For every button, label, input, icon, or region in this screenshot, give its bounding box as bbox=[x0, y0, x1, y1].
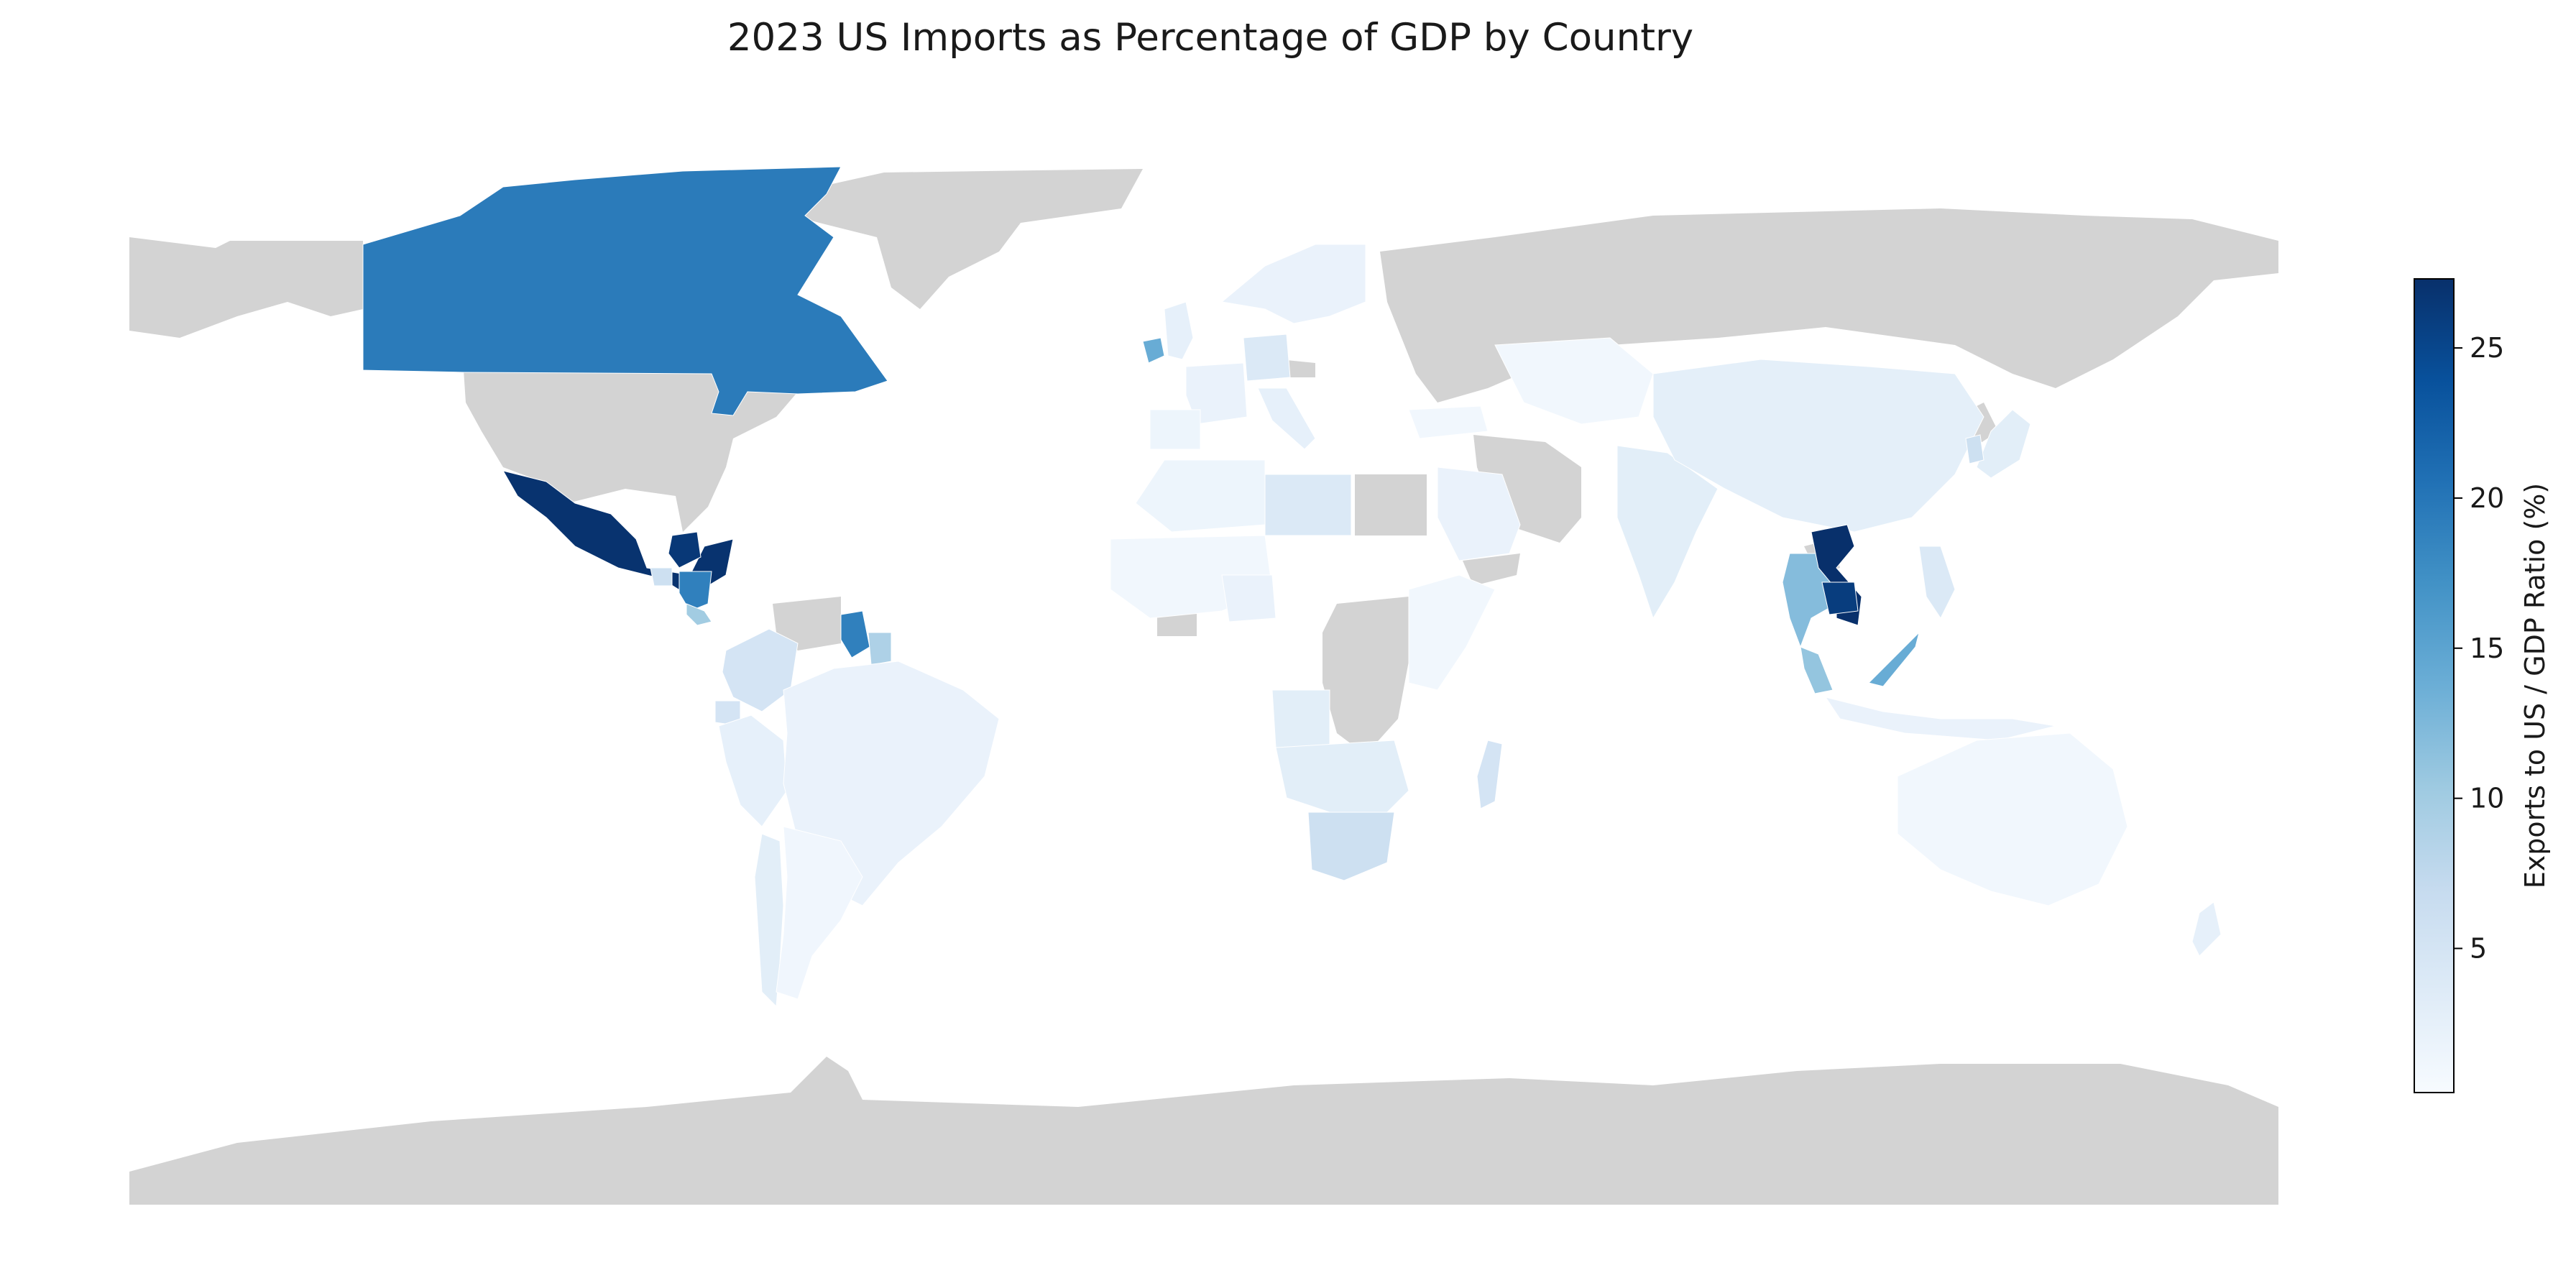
region-south-africa bbox=[1307, 812, 1395, 881]
region-philippines bbox=[1918, 546, 1956, 619]
land-alaska bbox=[129, 237, 363, 338]
region-colombia bbox=[722, 628, 799, 712]
colorbar-ticks: 5 10 15 20 25 bbox=[2454, 332, 2504, 964]
region-nigeria bbox=[1221, 574, 1276, 622]
region-malaysia bbox=[1800, 646, 1834, 694]
country-regions bbox=[362, 166, 2222, 1008]
region-honduras bbox=[668, 531, 702, 569]
region-costa-rica bbox=[686, 603, 712, 626]
colorbar-tick-label: 15 bbox=[2470, 633, 2504, 664]
land-russia bbox=[1380, 208, 2278, 403]
colorbar-gradient bbox=[2414, 278, 2455, 1093]
land-greenland bbox=[748, 169, 1143, 309]
land-central-africa bbox=[1322, 597, 1409, 755]
region-peru bbox=[718, 714, 788, 827]
colorbar-tick-label: 25 bbox=[2470, 332, 2504, 364]
region-indonesia bbox=[1824, 697, 2056, 741]
land-caspian-iran bbox=[1473, 435, 1581, 543]
region-argentina bbox=[776, 826, 863, 1000]
region-turkey bbox=[1408, 405, 1489, 439]
region-libya bbox=[1264, 474, 1352, 536]
region-canada bbox=[362, 166, 888, 416]
colorbar-tick-label: 20 bbox=[2470, 482, 2504, 514]
colorbar-label: Exports to US / GDP Ratio (%) bbox=[2519, 483, 2551, 889]
region-france bbox=[1185, 362, 1248, 425]
region-scandinavia bbox=[1220, 244, 1366, 324]
region-saudi-arabia bbox=[1437, 466, 1521, 561]
region-spain bbox=[1149, 409, 1201, 450]
region-new-zealand bbox=[2191, 901, 2222, 957]
region-china bbox=[1652, 359, 1984, 533]
world-map bbox=[129, 166, 2278, 1205]
region-kazakhstan bbox=[1494, 337, 1654, 425]
region-chile bbox=[754, 833, 784, 1008]
colorbar-tick-label: 10 bbox=[2470, 783, 2504, 814]
region-germany bbox=[1243, 334, 1291, 382]
region-algeria bbox=[1135, 459, 1266, 533]
region-united-kingdom bbox=[1164, 301, 1194, 360]
region-madagascar bbox=[1476, 740, 1503, 809]
colorbar-tick-label: 5 bbox=[2470, 932, 2487, 964]
chart-title: 2023 US Imports as Percentage of GDP by … bbox=[727, 16, 1694, 60]
region-borneo-malaysia bbox=[1868, 631, 1920, 687]
land-yemen bbox=[1463, 553, 1520, 586]
region-suriname bbox=[868, 632, 892, 666]
region-japan bbox=[1976, 409, 2031, 479]
region-guatemala bbox=[650, 567, 673, 587]
region-mexico bbox=[502, 470, 734, 597]
region-guyana bbox=[840, 610, 870, 658]
region-ireland bbox=[1142, 337, 1165, 364]
region-east-africa bbox=[1408, 574, 1496, 691]
land-venezuela bbox=[773, 597, 841, 651]
region-nicaragua bbox=[678, 571, 712, 612]
region-south-korea bbox=[1965, 434, 1984, 464]
region-italy bbox=[1257, 387, 1316, 450]
region-australia bbox=[1897, 732, 2128, 906]
land-egypt bbox=[1355, 474, 1427, 535]
land-antarctica bbox=[129, 1057, 2278, 1205]
region-cambodia bbox=[1821, 581, 1859, 615]
